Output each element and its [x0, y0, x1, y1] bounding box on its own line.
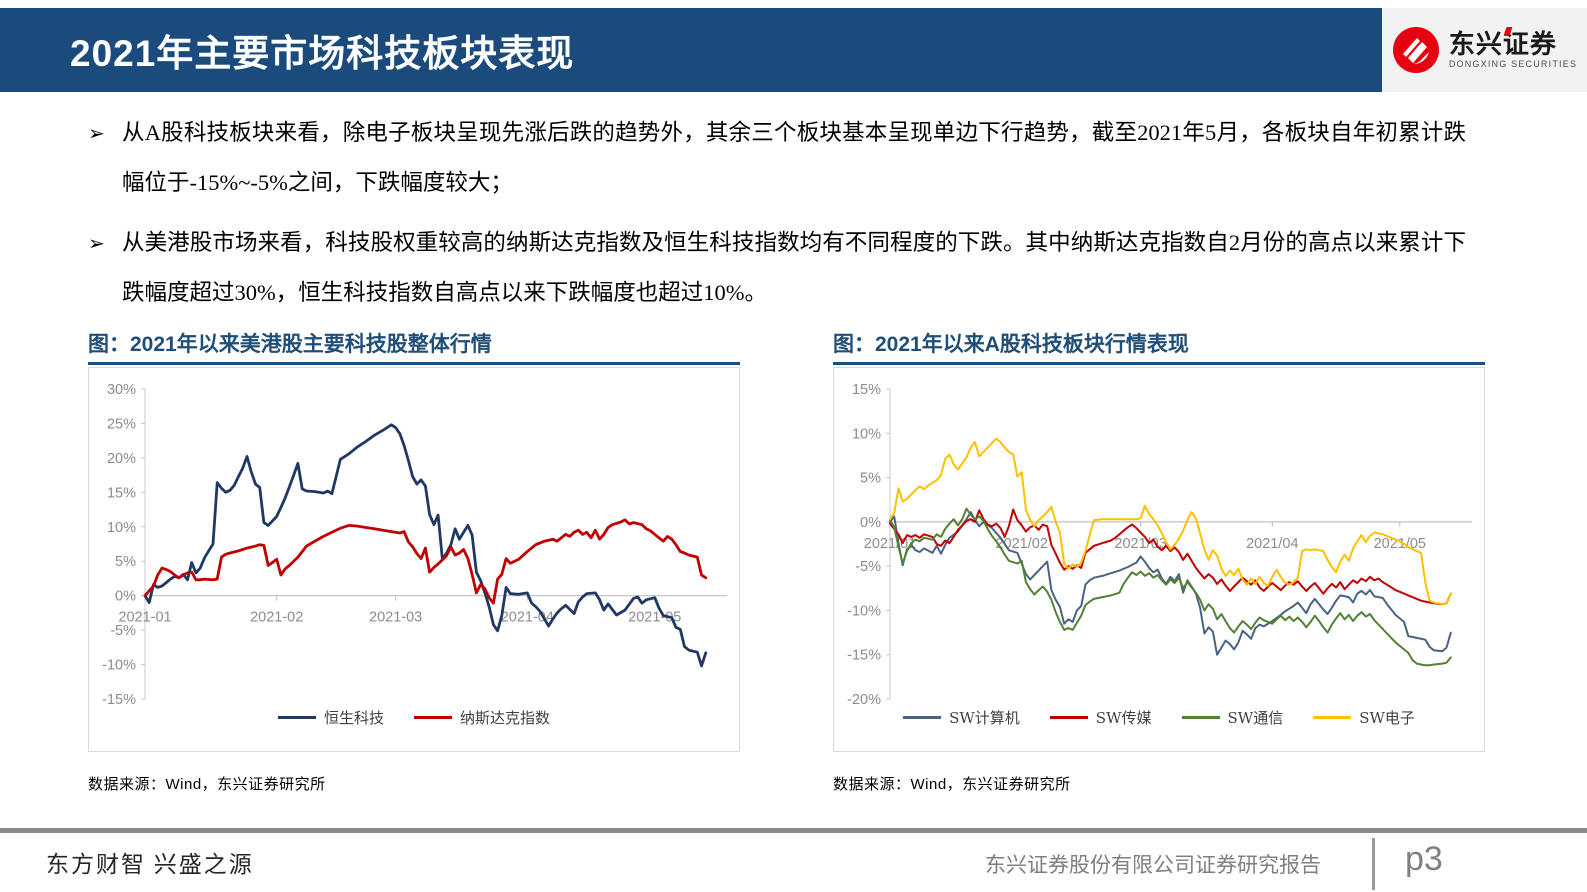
summary-bullets: ➢ 从A股科技板块来看，除电子板块呈现先涨后跌的趋势外，其余三个板块基本呈现单边…	[88, 108, 1466, 328]
chart-title-rule	[833, 362, 1485, 365]
footer-slogan: 东方财智 兴盛之源	[46, 852, 254, 877]
svg-text:-5%: -5%	[110, 623, 136, 639]
svg-text:-15%: -15%	[847, 648, 881, 664]
svg-text:2021/04: 2021/04	[1246, 536, 1298, 552]
line-chart: 30% 25% 20% 15% 10% 5% 0% -5% -10% -15% 2021-01 202…	[89, 373, 739, 707]
header-title-bar: 2021年主要市场科技板块表现	[0, 8, 1382, 92]
chart-title: 图：2021年以来美港股主要科技股整体行情	[88, 333, 492, 356]
logo-text-cn: 东兴证券	[1448, 26, 1557, 59]
legend-label: 恒生科技	[323, 709, 384, 727]
legend-line-swatch	[1181, 716, 1220, 719]
legend-item: SW计算机	[903, 707, 1020, 728]
company-logo: 东兴证券 DONGXING SECURITIES	[1382, 8, 1587, 92]
footer-vertical-divider	[1372, 838, 1375, 890]
page-title: 2021年主要市场科技板块表现	[70, 33, 575, 74]
legend-item: 恒生科技	[277, 707, 384, 728]
svg-text:-10%: -10%	[847, 603, 881, 619]
svg-text:0%: 0%	[860, 515, 881, 531]
bullet-us-hk: ➢ 从美港股市场来看，科技股权重较高的纳斯达克指数及恒生科技指数均有不同程度的下…	[88, 218, 1466, 318]
svg-text:30%: 30%	[107, 382, 136, 398]
svg-text:5%: 5%	[860, 471, 881, 487]
logo-text-en: DONGXING SECURITIES	[1448, 58, 1578, 69]
chart-a-share-tech: 图：2021年以来A股科技板块行情表现 15% 10% 5% 0% -5% -10% -15…	[833, 328, 1485, 794]
legend-label: SW传媒	[1095, 709, 1152, 727]
chart-us-hk-tech: 图：2021年以来美港股主要科技股整体行情 30% 25% 20% 15% 10% 5% 0…	[88, 328, 740, 794]
legend-item: SW通信	[1181, 707, 1284, 728]
svg-text:2021-01: 2021-01	[118, 610, 171, 626]
svg-text:10%: 10%	[852, 426, 881, 442]
dongxing-logo-icon	[1392, 26, 1440, 74]
legend-line-swatch	[1313, 716, 1352, 719]
svg-text:15%: 15%	[852, 382, 881, 398]
legend-item: 纳斯达克指数	[414, 707, 550, 728]
chart-plot-box: 15% 10% 5% 0% -5% -10% -15% -20% 2021/01 2021/02 2…	[833, 367, 1485, 752]
page-footer: 东方财智 兴盛之源 东兴证券股份有限公司证券研究报告 p3	[0, 828, 1587, 890]
svg-text:-20%: -20%	[847, 692, 881, 707]
legend-label: SW通信	[1227, 709, 1284, 727]
svg-text:2021-03: 2021-03	[369, 610, 422, 626]
svg-text:2021/01: 2021/01	[864, 536, 916, 552]
legend-item: SW传媒	[1049, 707, 1152, 728]
legend-label: 纳斯达克指数	[460, 709, 551, 727]
bullet-a-share: ➢ 从A股科技板块来看，除电子板块呈现先涨后跌的趋势外，其余三个板块基本呈现单边…	[88, 108, 1466, 208]
svg-text:0%: 0%	[115, 589, 136, 605]
legend-line-swatch	[277, 716, 316, 719]
data-source-note: 数据来源：Wind，东兴证券研究所	[88, 776, 326, 793]
footer-report-label: 东兴证券股份有限公司证券研究报告	[985, 854, 1321, 877]
svg-text:15%: 15%	[107, 485, 136, 501]
svg-text:10%: 10%	[107, 520, 136, 536]
data-source-note: 数据来源：Wind，东兴证券研究所	[833, 776, 1071, 793]
legend-label: SW电子	[1359, 709, 1415, 727]
charts-row: 图：2021年以来美港股主要科技股整体行情 30% 25% 20% 15% 10% 5% 0…	[88, 328, 1485, 794]
line-chart: 15% 10% 5% 0% -5% -10% -15% -20% 2021/01 2021/02 2…	[834, 373, 1484, 707]
page-number: p3	[1405, 840, 1443, 878]
chart-title: 图：2021年以来A股科技板块行情表现	[833, 333, 1189, 356]
svg-text:2021/05: 2021/05	[1374, 536, 1426, 552]
svg-text:25%: 25%	[107, 416, 136, 432]
legend-item: SW电子	[1313, 707, 1415, 728]
legend-label: SW计算机	[949, 709, 1020, 727]
bullet-arrow-icon: ➢	[88, 231, 105, 255]
bullet-arrow-icon: ➢	[88, 121, 105, 145]
page-header: 2021年主要市场科技板块表现 东兴证券 DONGXING SECURITIES	[0, 8, 1587, 92]
legend-line-swatch	[1049, 716, 1088, 719]
svg-text:2021/02: 2021/02	[995, 536, 1047, 552]
svg-text:20%: 20%	[107, 451, 136, 467]
legend-line-swatch	[414, 716, 452, 719]
svg-text:-15%: -15%	[102, 692, 136, 707]
chart-legend: 恒生科技 纳斯达克指数	[89, 707, 739, 728]
footer-divider-rule	[0, 828, 1587, 833]
chart-title-rule	[88, 362, 740, 365]
chart-plot-box: 30% 25% 20% 15% 10% 5% 0% -5% -10% -15% 2021-01 202…	[88, 367, 740, 752]
legend-line-swatch	[903, 716, 942, 719]
svg-text:-10%: -10%	[102, 658, 136, 674]
chart-legend: SW计算机 SW传媒 SW通信 SW电子	[834, 707, 1484, 728]
bullet-text: 从美港股市场来看，科技股权重较高的纳斯达克指数及恒生科技指数均有不同程度的下跌。…	[122, 230, 1466, 305]
bullet-text: 从A股科技板块来看，除电子板块呈现先涨后跌的趋势外，其余三个板块基本呈现单边下行…	[122, 120, 1466, 195]
logo-text: 东兴证券 DONGXING SECURITIES	[1448, 26, 1578, 70]
svg-text:5%: 5%	[115, 554, 136, 570]
svg-text:2021-05: 2021-05	[628, 610, 681, 626]
svg-text:2021/03: 2021/03	[1114, 536, 1166, 552]
svg-text:-5%: -5%	[855, 559, 881, 575]
svg-text:2021-02: 2021-02	[250, 610, 303, 626]
